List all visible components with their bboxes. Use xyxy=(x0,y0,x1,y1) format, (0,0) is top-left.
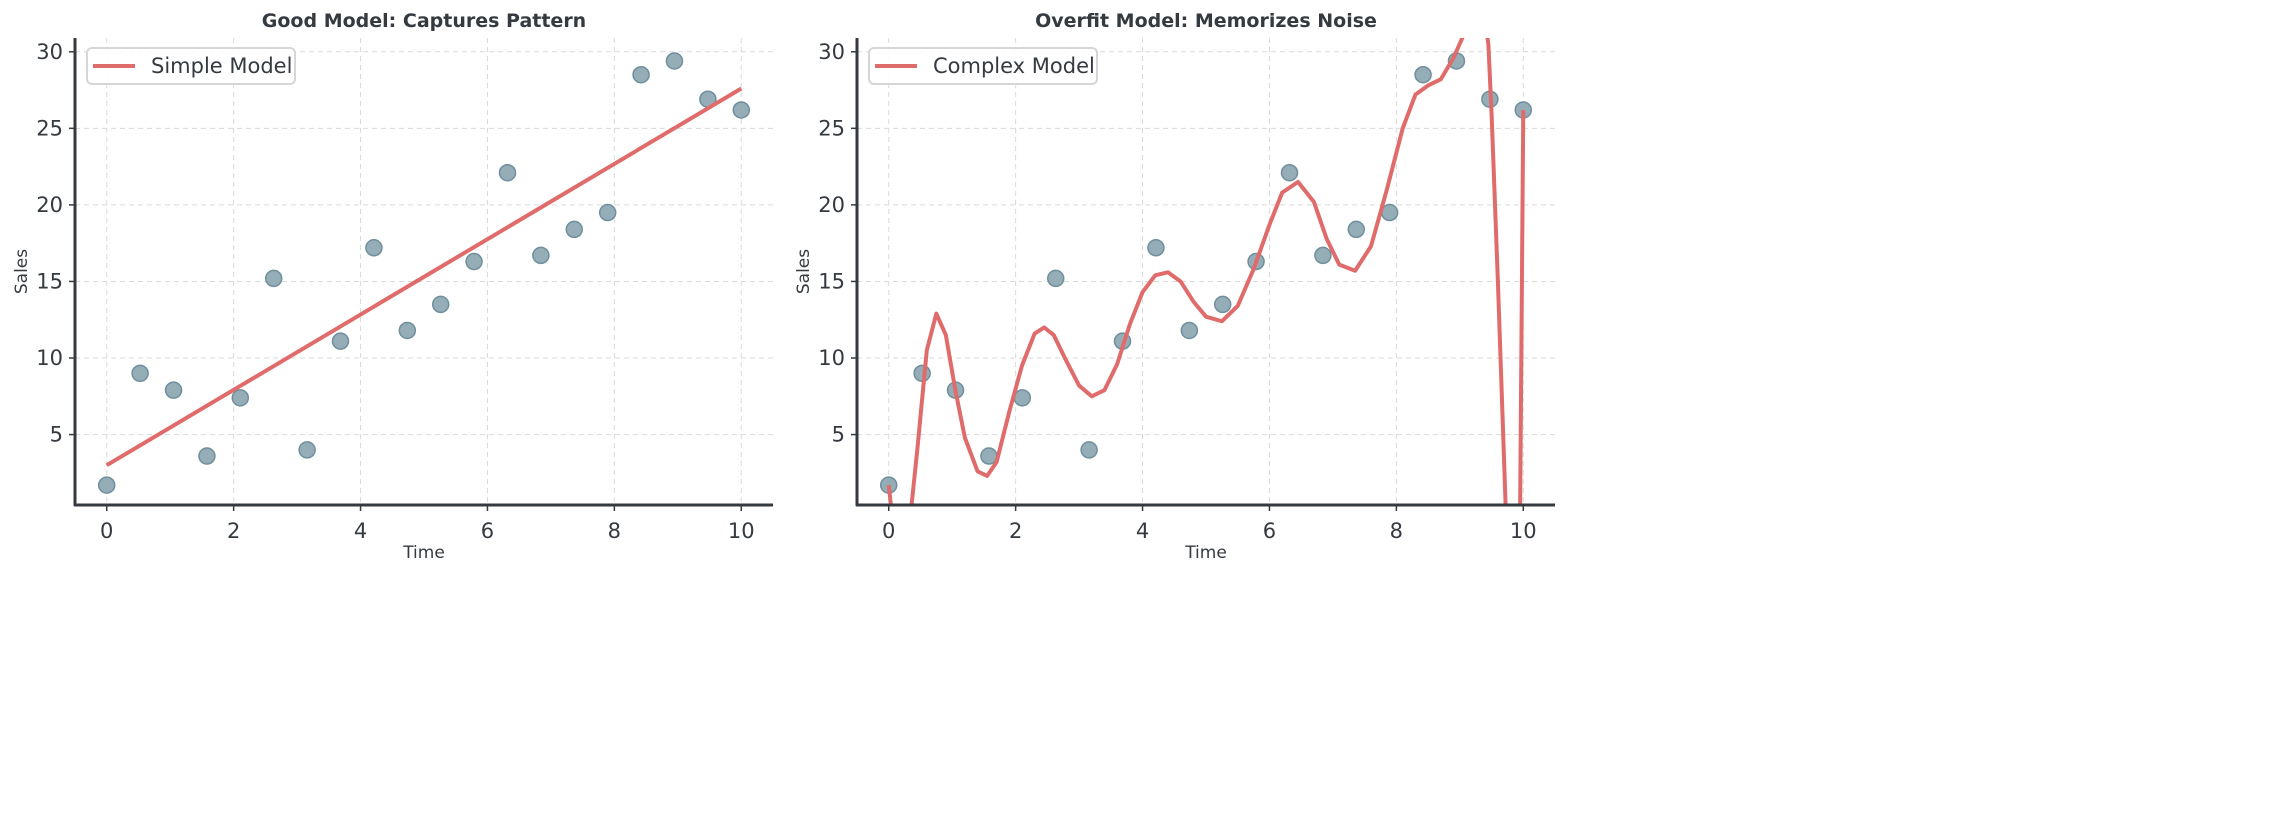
y-tick-label: 25 xyxy=(36,116,63,140)
y-tick-label: 30 xyxy=(818,40,845,64)
x-tick-label: 8 xyxy=(1390,519,1403,543)
x-tick-label: 6 xyxy=(481,519,494,543)
y-axis-label: Sales xyxy=(794,249,814,294)
legend-label: Simple Model xyxy=(151,54,292,78)
data-point xyxy=(1046,269,1065,288)
data-point xyxy=(498,163,517,182)
legend-box xyxy=(86,47,296,85)
x-tick-label: 2 xyxy=(227,519,240,543)
data-point xyxy=(1213,295,1232,314)
x-tick-label: 10 xyxy=(1510,519,1537,543)
x-tick-label: 10 xyxy=(728,519,755,543)
data-point xyxy=(431,295,450,314)
data-point xyxy=(198,447,216,465)
x-tick-label: 0 xyxy=(100,519,113,543)
x-tick-label: 4 xyxy=(1136,519,1149,543)
data-point xyxy=(1147,239,1165,257)
data-point xyxy=(365,239,383,257)
data-point xyxy=(732,101,751,119)
y-tick-label: 15 xyxy=(818,269,845,293)
x-axis-label: Time xyxy=(1184,543,1227,563)
y-tick-label: 30 xyxy=(36,40,63,64)
data-point xyxy=(298,441,316,459)
y-tick-label: 5 xyxy=(50,423,63,447)
y-tick-label: 15 xyxy=(36,269,63,293)
data-point xyxy=(264,269,283,288)
data-point xyxy=(465,252,483,271)
data-point xyxy=(331,332,350,350)
data-point xyxy=(980,447,998,465)
data-point xyxy=(1280,163,1299,182)
data-point xyxy=(131,364,149,383)
model-line xyxy=(886,38,1526,505)
data-point xyxy=(164,381,183,399)
data-point xyxy=(598,203,617,222)
data-point xyxy=(532,246,550,265)
x-tick-label: 6 xyxy=(1263,519,1276,543)
subplot-2: 0 2 4 6 8 10 5 10 15 20 25 30 Overfit Model: Memoriz… xyxy=(794,10,1555,563)
subplot-title: Overfit Model: Memorizes Noise xyxy=(1035,10,1377,32)
y-tick-label: 20 xyxy=(36,193,63,217)
y-tick-label: 20 xyxy=(818,193,845,217)
y-tick-label: 5 xyxy=(832,423,845,447)
data-point xyxy=(1380,203,1399,222)
legend-box xyxy=(868,47,1098,85)
data-point xyxy=(1414,65,1432,84)
y-tick-label: 10 xyxy=(818,346,845,370)
y-axis-label: Sales xyxy=(12,249,32,294)
data-point xyxy=(1080,441,1098,459)
data-point xyxy=(1180,321,1199,340)
subplot-1: 0 2 4 6 8 10 5 10 15 20 25 30 Good Model: Captures P… xyxy=(12,10,773,563)
data-point xyxy=(1314,246,1332,265)
x-tick-label: 0 xyxy=(882,519,895,543)
y-tick-label: 10 xyxy=(36,346,63,370)
x-tick-label: 2 xyxy=(1009,519,1022,543)
subplot-title: Good Model: Captures Pattern xyxy=(262,10,586,32)
data-point xyxy=(1347,220,1366,239)
model-line xyxy=(105,86,743,467)
x-tick-label: 8 xyxy=(608,519,621,543)
data-point xyxy=(398,321,417,340)
data-point xyxy=(665,52,684,70)
legend-label: Complex Model xyxy=(933,54,1095,78)
data-point xyxy=(565,220,584,239)
x-axis-label: Time xyxy=(402,543,445,563)
data-point xyxy=(632,65,650,84)
data-point xyxy=(231,389,250,407)
x-tick-label: 4 xyxy=(354,519,367,543)
data-point xyxy=(97,476,116,494)
y-tick-label: 25 xyxy=(818,116,845,140)
